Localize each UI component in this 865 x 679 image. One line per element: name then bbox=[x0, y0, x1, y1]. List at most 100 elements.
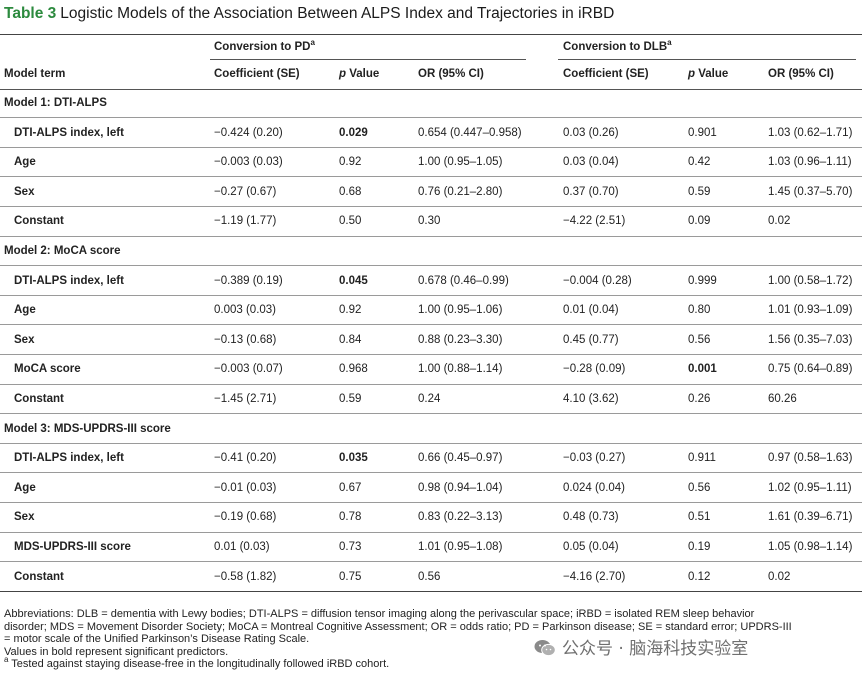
pd-odds-ratio: 1.01 (0.95–1.08) bbox=[418, 541, 503, 553]
pd-odds-ratio: 0.88 (0.23–3.30) bbox=[418, 333, 503, 346]
row-rule bbox=[0, 501, 862, 503]
dlb-p-value: 0.42 bbox=[688, 156, 711, 169]
dlb-odds-ratio: 1.01 (0.93–1.09) bbox=[768, 304, 853, 317]
pd-p-value: 0.968 bbox=[339, 363, 368, 376]
dlb-odds-ratio: 1.02 (0.95–1.11) bbox=[768, 481, 852, 494]
table-number: Table 3 bbox=[4, 5, 57, 22]
row-term: Sex bbox=[14, 511, 35, 524]
section-rule bbox=[0, 117, 862, 119]
pd-p-value: 0.045 bbox=[339, 274, 368, 287]
row-term: DTI-ALPS index, left bbox=[14, 452, 124, 465]
row-rule bbox=[0, 235, 862, 237]
dlb-coefficient: −4.16 (2.70) bbox=[563, 570, 626, 583]
section-rule bbox=[0, 442, 862, 444]
row-rule bbox=[0, 176, 862, 178]
watermark: 公众号 · 脑海科技实验室 bbox=[534, 634, 748, 659]
row-term: Sex bbox=[14, 333, 35, 346]
wechat-icon bbox=[534, 640, 556, 657]
pd-coefficient: −0.003 (0.03) bbox=[214, 156, 283, 169]
dlb-p-value: 0.999 bbox=[688, 274, 717, 287]
section-title: Model 2: MoCA score bbox=[4, 245, 121, 257]
dlb-odds-ratio: 0.02 bbox=[768, 215, 791, 228]
dlb-p-value: 0.56 bbox=[688, 333, 711, 346]
row-rule bbox=[0, 324, 862, 326]
dlb-p-value: 0.26 bbox=[688, 393, 711, 405]
dlb-group-rule bbox=[558, 59, 856, 60]
row-term: DTI-ALPS index, left bbox=[14, 126, 124, 139]
pd-p-value: 0.68 bbox=[339, 185, 362, 198]
dlb-odds-ratio: 0.75 (0.64–0.89) bbox=[768, 363, 853, 376]
top-rule bbox=[0, 34, 862, 35]
table-caption: Logistic Models of the Association Betwe… bbox=[60, 5, 615, 22]
row-term: Constant bbox=[14, 215, 64, 228]
row-term: Sex bbox=[14, 185, 35, 198]
pd-coefficient: −0.41 (0.20) bbox=[214, 452, 277, 465]
pd-odds-ratio: 0.678 (0.46–0.99) bbox=[418, 274, 509, 287]
table-footnotes: Abbreviations: DLB = dementia with Lewy … bbox=[4, 608, 860, 671]
pd-odds-ratio: 0.76 (0.21–2.80) bbox=[418, 185, 503, 198]
pd-odds-ratio: 0.56 bbox=[418, 570, 441, 583]
dlb-coefficient: 0.03 (0.26) bbox=[563, 126, 619, 139]
dlb-odds-ratio: 1.56 (0.35–7.03) bbox=[768, 333, 853, 346]
pd-coefficient: −0.19 (0.68) bbox=[214, 511, 277, 524]
table-title: Table 3 Logistic Models of the Associatio… bbox=[4, 5, 614, 23]
footnote-bold-note: Values in bold represent significant pre… bbox=[4, 645, 229, 658]
dlb-coefficient: 0.03 (0.04) bbox=[563, 156, 619, 169]
col-header-pd-p: p Value bbox=[339, 68, 380, 80]
header-rule bbox=[0, 89, 862, 90]
pd-p-value: 0.84 bbox=[339, 333, 362, 346]
footnote-abbreviations-3: = motor scale of the Unified Parkinson’s… bbox=[4, 633, 310, 646]
section-title: Model 1: DTI-ALPS bbox=[4, 97, 107, 109]
pd-odds-ratio: 1.00 (0.95–1.06) bbox=[418, 304, 503, 317]
pd-p-value: 0.50 bbox=[339, 215, 362, 228]
row-rule bbox=[0, 413, 862, 415]
watermark-text: 公众号 · 脑海科技实验室 bbox=[562, 639, 749, 659]
pd-p-value: 0.67 bbox=[339, 481, 362, 494]
dlb-odds-ratio: 1.05 (0.98–1.14) bbox=[768, 541, 853, 553]
pd-p-value: 0.75 bbox=[339, 570, 362, 583]
dlb-odds-ratio: 0.02 bbox=[768, 570, 791, 583]
section-rule bbox=[0, 265, 862, 267]
row-term: Age bbox=[14, 304, 36, 317]
pd-p-value: 0.029 bbox=[339, 126, 368, 139]
pd-odds-ratio: 1.00 (0.88–1.14) bbox=[418, 363, 503, 376]
row-term: MDS-UPDRS-III score bbox=[14, 541, 131, 553]
col-header-dlb-p: p Value bbox=[688, 68, 729, 80]
col-header-pd-or: OR (95% CI) bbox=[418, 68, 484, 80]
pd-coefficient: −0.01 (0.03) bbox=[214, 481, 277, 494]
footnote-abbreviations-2: disorder; MDS = Movement Disorder Societ… bbox=[4, 620, 792, 633]
pd-odds-ratio: 0.66 (0.45–0.97) bbox=[418, 452, 503, 465]
row-rule bbox=[0, 205, 862, 207]
footnote-abbreviations-1: Abbreviations: DLB = dementia with Lewy … bbox=[4, 608, 755, 620]
dlb-coefficient: 0.37 (0.70) bbox=[563, 185, 619, 198]
row-term: Age bbox=[14, 156, 36, 169]
dlb-odds-ratio: 1.61 (0.39–6.71) bbox=[768, 511, 853, 524]
row-term: Constant bbox=[14, 393, 64, 405]
dlb-p-value: 0.901 bbox=[688, 126, 717, 139]
pd-group-rule bbox=[210, 59, 526, 60]
pd-p-value: 0.73 bbox=[339, 541, 362, 553]
pd-coefficient: −1.45 (2.71) bbox=[214, 393, 277, 405]
dlb-coefficient: −0.004 (0.28) bbox=[563, 274, 632, 287]
section-title: Model 3: MDS-UPDRS-III score bbox=[4, 422, 171, 435]
group-header-pd: Conversion to PDa bbox=[214, 38, 315, 54]
dlb-p-value: 0.80 bbox=[688, 304, 711, 317]
dlb-coefficient: 0.01 (0.04) bbox=[563, 304, 619, 317]
pd-odds-ratio: 0.30 bbox=[418, 215, 441, 228]
dlb-odds-ratio: 1.45 (0.37–5.70) bbox=[768, 185, 853, 198]
col-header-dlb-coef: Coefficient (SE) bbox=[563, 68, 649, 80]
pd-odds-ratio: 0.98 (0.94–1.04) bbox=[418, 481, 503, 494]
pd-odds-ratio: 0.83 (0.22–3.13) bbox=[418, 511, 503, 524]
row-rule bbox=[0, 146, 862, 148]
dlb-coefficient: 0.024 (0.04) bbox=[563, 481, 626, 494]
dlb-coefficient: −4.22 (2.51) bbox=[563, 215, 626, 228]
row-rule bbox=[0, 294, 862, 296]
pd-p-value: 0.92 bbox=[339, 156, 362, 169]
col-header-dlb-or: OR (95% CI) bbox=[768, 68, 834, 80]
bottom-rule bbox=[0, 590, 862, 592]
col-header-pd-coef: Coefficient (SE) bbox=[214, 68, 300, 80]
dlb-coefficient: 0.05 (0.04) bbox=[563, 541, 619, 553]
row-term: MoCA score bbox=[14, 363, 81, 376]
row-term: Age bbox=[14, 481, 36, 494]
